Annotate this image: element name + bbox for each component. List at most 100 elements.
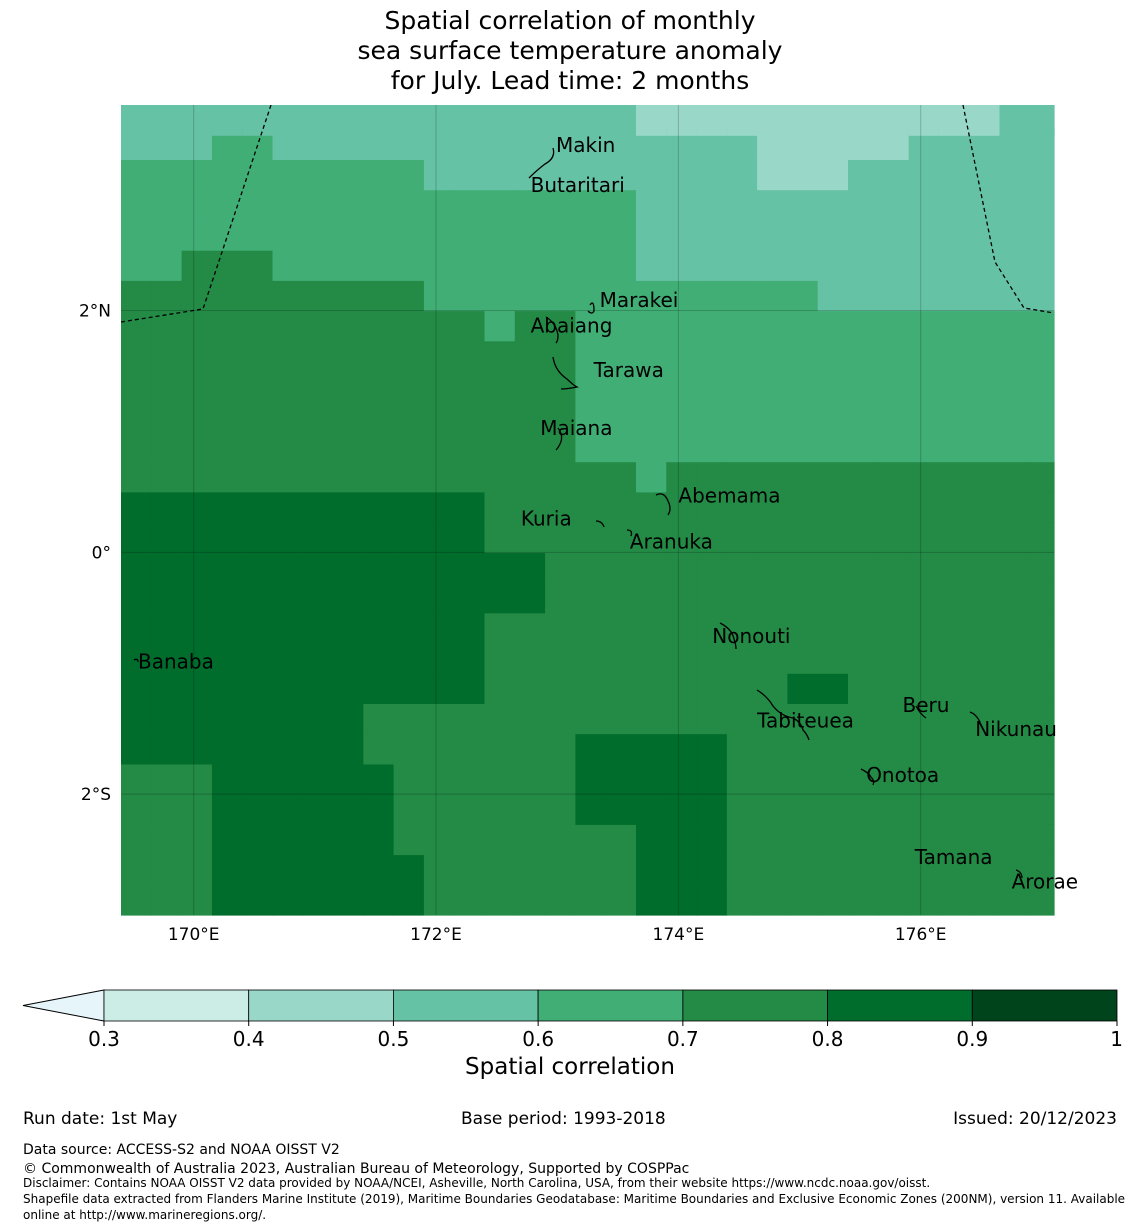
correlation-cell <box>151 401 183 432</box>
correlation-cell <box>878 794 910 825</box>
correlation-cell <box>272 884 304 916</box>
island-tabiteuea <box>756 689 810 741</box>
correlation-cell <box>333 673 364 704</box>
colorbar-extend-arrow <box>22 989 105 1022</box>
correlation-cell <box>1029 189 1055 221</box>
correlation-cell <box>272 703 304 735</box>
correlation-cell <box>454 582 486 614</box>
correlation-cell <box>575 105 607 136</box>
correlation-cell <box>908 105 940 136</box>
correlation-cell <box>999 280 1031 312</box>
correlation-cell <box>848 431 879 463</box>
correlation-cell <box>636 310 667 342</box>
correlation-cell <box>514 552 546 584</box>
correlation-cell <box>363 401 395 432</box>
island-banaba <box>133 658 139 663</box>
correlation-cell <box>757 105 788 136</box>
correlation-cell <box>636 105 667 136</box>
correlation-cell <box>969 159 1001 191</box>
correlation-cell <box>272 733 304 765</box>
correlation-cell <box>666 310 698 342</box>
correlation-cell <box>666 703 698 735</box>
correlation-cell <box>575 219 607 251</box>
correlation-cell <box>302 461 334 493</box>
correlation-cell <box>272 105 304 136</box>
correlation-cell <box>878 854 910 886</box>
correlation-cell <box>726 824 758 856</box>
correlation-cell <box>605 582 637 614</box>
correlation-cell <box>1029 522 1055 553</box>
correlation-cell <box>393 431 425 463</box>
correlation-cell <box>514 643 546 674</box>
correlation-cell <box>545 824 576 856</box>
correlation-cell <box>969 280 1001 312</box>
correlation-cell <box>272 612 304 644</box>
correlation-cell <box>121 461 152 493</box>
correlation-cell <box>757 673 788 704</box>
correlation-cell <box>999 340 1031 372</box>
correlation-cell <box>575 854 607 886</box>
correlation-cell <box>423 854 455 886</box>
colorbar-swatch <box>537 989 684 1022</box>
correlation-cell <box>938 491 970 523</box>
correlation-cell <box>908 794 940 825</box>
correlation-cell <box>272 371 304 402</box>
correlation-cell <box>605 340 637 372</box>
island-label-maiana: Maiana <box>540 416 612 440</box>
correlation-cell <box>181 884 213 916</box>
correlation-cell <box>121 371 152 402</box>
correlation-cell <box>848 105 879 136</box>
correlation-cell <box>151 461 183 493</box>
correlation-cell <box>211 159 243 191</box>
correlation-cell <box>938 794 970 825</box>
correlation-cell <box>423 431 455 463</box>
correlation-cell <box>726 461 758 493</box>
correlation-cell <box>423 371 455 402</box>
correlation-cell <box>181 461 213 493</box>
correlation-cell <box>726 189 758 221</box>
correlation-cell <box>938 310 970 342</box>
correlation-cell <box>333 794 364 825</box>
correlation-cell <box>605 854 637 886</box>
correlation-cell <box>423 733 455 765</box>
correlation-cell <box>181 371 213 402</box>
correlation-cell <box>757 854 788 886</box>
correlation-cell <box>302 673 334 704</box>
correlation-cell <box>333 491 364 523</box>
correlation-cell <box>1029 431 1055 463</box>
correlation-cell <box>787 431 819 463</box>
correlation-cell <box>514 250 546 281</box>
correlation-cell <box>181 733 213 765</box>
correlation-cell <box>636 522 667 553</box>
correlation-cell <box>575 189 607 221</box>
correlation-cell <box>787 763 819 795</box>
correlation-cell <box>666 340 698 372</box>
correlation-cell <box>121 854 152 886</box>
correlation-cell <box>1029 310 1055 342</box>
correlation-cell <box>484 522 516 553</box>
correlation-cell <box>211 219 243 251</box>
correlation-cell <box>272 552 304 584</box>
correlation-cell <box>787 371 819 402</box>
correlation-cell <box>121 219 152 251</box>
correlation-cell <box>848 522 879 553</box>
correlation-cell <box>1029 401 1055 432</box>
correlation-cell <box>242 105 274 136</box>
correlation-cell <box>363 884 395 916</box>
correlation-cell <box>969 340 1001 372</box>
correlation-cell <box>1029 582 1055 614</box>
correlation-cell <box>726 105 758 136</box>
correlation-cell <box>242 250 274 281</box>
correlation-cell <box>484 310 516 342</box>
correlation-cell <box>817 219 849 251</box>
correlation-cell <box>605 703 637 735</box>
correlation-cell <box>938 340 970 372</box>
correlation-cell <box>211 491 243 523</box>
correlation-cell <box>121 340 152 372</box>
correlation-cell <box>787 854 819 886</box>
correlation-cell <box>787 219 819 251</box>
correlation-cell <box>969 105 1001 136</box>
island-marakei <box>587 302 595 314</box>
correlation-cell <box>272 794 304 825</box>
correlation-cell <box>878 582 910 614</box>
